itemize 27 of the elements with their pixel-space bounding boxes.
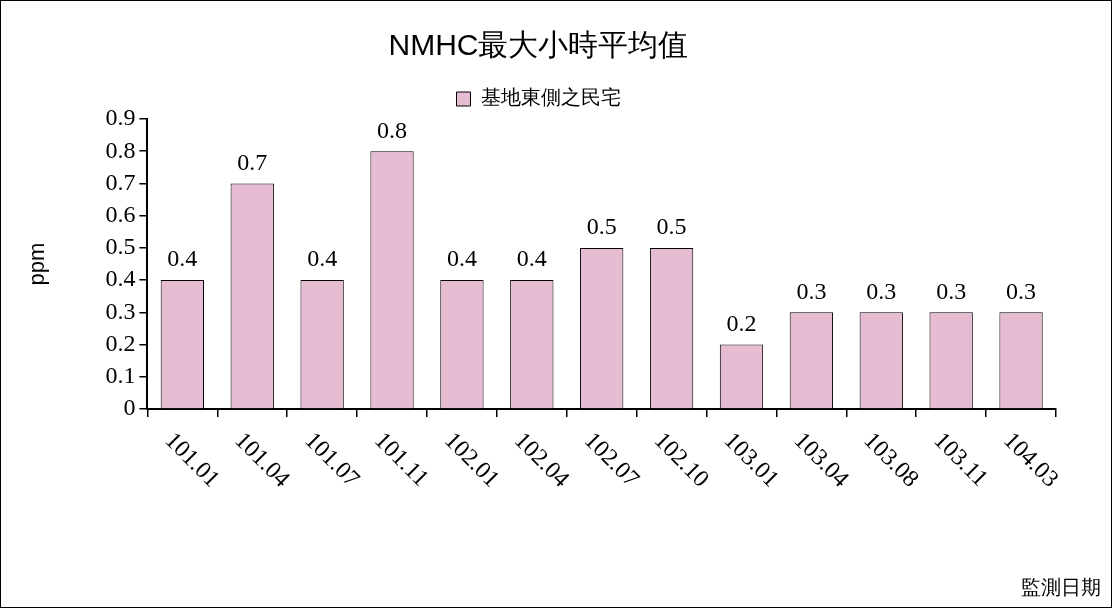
data-label: 0.8 bbox=[377, 116, 408, 143]
y-tick-label: 0.2 bbox=[105, 329, 136, 356]
y-axis-title: ppm bbox=[24, 242, 50, 286]
y-tick-label: 0.1 bbox=[105, 362, 136, 389]
y-tick-label: 0.5 bbox=[105, 233, 136, 260]
y-tick-label: 0 bbox=[123, 394, 136, 421]
data-label: 0.7 bbox=[237, 148, 268, 175]
data-label: 0.5 bbox=[586, 213, 617, 240]
y-tick-label: 0.3 bbox=[105, 297, 136, 324]
x-axis-title: 監測日期 bbox=[1021, 576, 1101, 599]
y-tick-label: 0.9 bbox=[105, 104, 136, 131]
data-label: 0.4 bbox=[516, 245, 547, 272]
y-tick-label: 0.8 bbox=[105, 136, 136, 163]
y-tick-label: 0.7 bbox=[105, 168, 136, 195]
data-label: 0.2 bbox=[726, 309, 757, 336]
data-label: 0.4 bbox=[446, 245, 477, 272]
data-label: 0.3 bbox=[1006, 277, 1037, 304]
data-label: 0.4 bbox=[167, 245, 198, 272]
data-label: 0.3 bbox=[866, 277, 897, 304]
legend-label: 基地東側之民宅 bbox=[480, 86, 621, 109]
data-label: 0.3 bbox=[796, 277, 827, 304]
y-tick-label: 0.4 bbox=[105, 265, 136, 292]
data-label: 0.5 bbox=[656, 213, 687, 240]
chart-title: NMHC最大小時平均值 bbox=[388, 28, 689, 62]
data-label: 0.4 bbox=[307, 245, 338, 272]
data-label: 0.3 bbox=[936, 277, 967, 304]
y-tick-label: 0.6 bbox=[105, 200, 136, 227]
